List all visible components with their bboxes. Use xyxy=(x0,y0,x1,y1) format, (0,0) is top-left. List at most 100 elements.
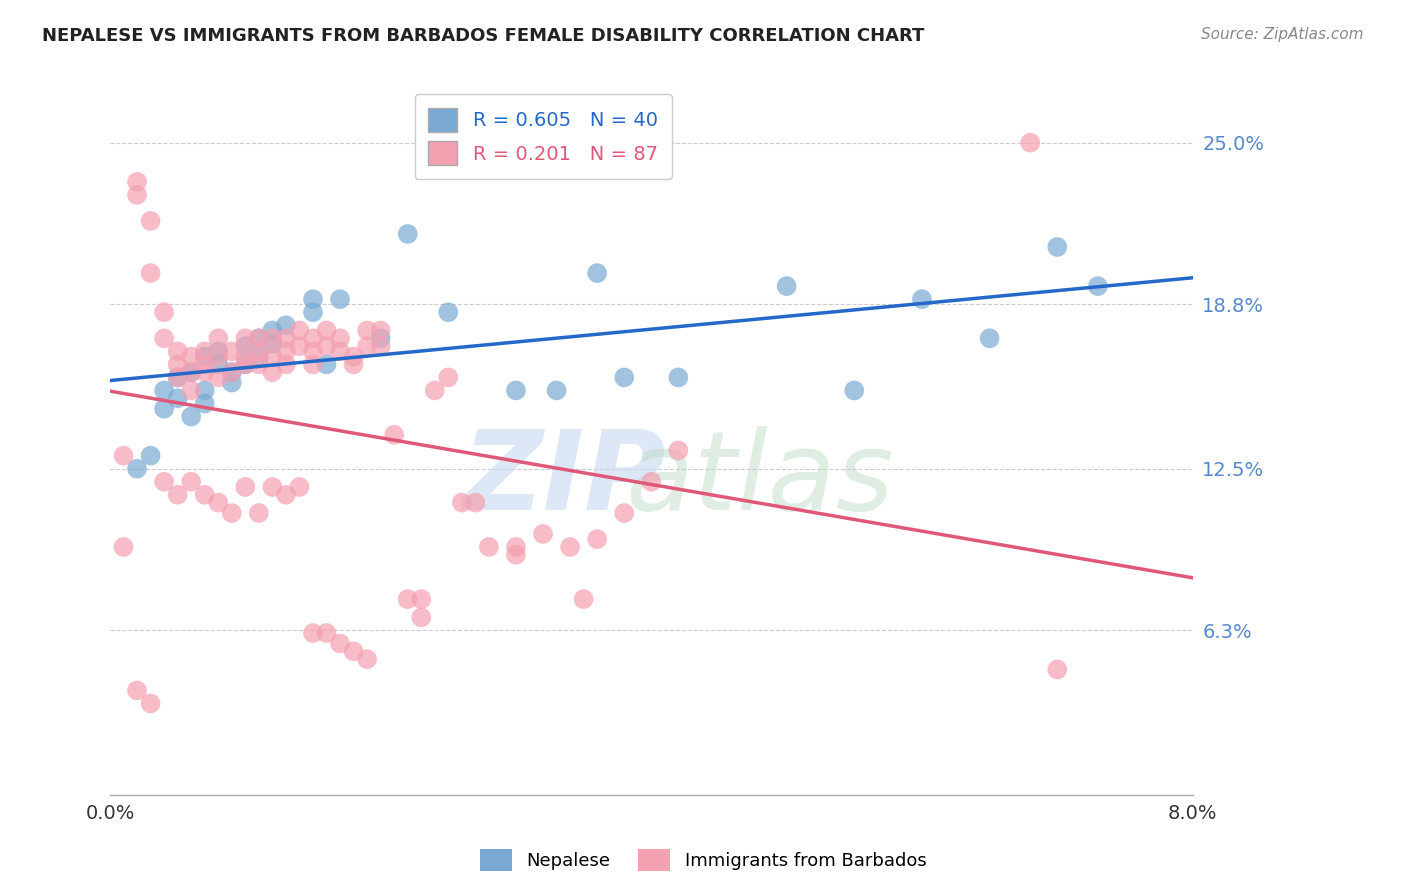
Text: NEPALESE VS IMMIGRANTS FROM BARBADOS FEMALE DISABILITY CORRELATION CHART: NEPALESE VS IMMIGRANTS FROM BARBADOS FEM… xyxy=(42,27,925,45)
Point xyxy=(370,339,392,353)
Point xyxy=(411,610,433,624)
Point xyxy=(139,449,162,463)
Point xyxy=(396,592,419,607)
Point xyxy=(166,344,188,359)
Point xyxy=(262,480,284,494)
Legend: Nepalese, Immigrants from Barbados: Nepalese, Immigrants from Barbados xyxy=(472,842,934,879)
Point xyxy=(153,384,176,398)
Point xyxy=(274,344,297,359)
Point xyxy=(139,266,162,280)
Point xyxy=(221,344,243,359)
Point xyxy=(180,384,202,398)
Point xyxy=(262,365,284,379)
Point xyxy=(112,540,135,554)
Point xyxy=(207,495,229,509)
Point xyxy=(233,357,256,371)
Point xyxy=(411,592,433,607)
Point xyxy=(329,636,352,650)
Point xyxy=(233,339,256,353)
Point xyxy=(180,365,202,379)
Point xyxy=(194,396,217,410)
Point xyxy=(207,357,229,371)
Point xyxy=(207,331,229,345)
Point xyxy=(1046,663,1069,677)
Point xyxy=(315,626,337,640)
Point xyxy=(194,350,217,364)
Point xyxy=(342,350,364,364)
Point xyxy=(613,370,636,384)
Point xyxy=(302,292,325,306)
Point xyxy=(558,540,581,554)
Point xyxy=(315,339,337,353)
Point xyxy=(302,357,325,371)
Point xyxy=(274,318,297,333)
Point xyxy=(329,344,352,359)
Point xyxy=(153,401,176,416)
Point xyxy=(180,475,202,489)
Point xyxy=(180,365,202,379)
Point xyxy=(586,266,609,280)
Point xyxy=(329,331,352,345)
Point xyxy=(572,592,595,607)
Point xyxy=(221,365,243,379)
Point xyxy=(194,344,217,359)
Point xyxy=(979,331,1001,345)
Point xyxy=(194,357,217,371)
Point xyxy=(329,292,352,306)
Point xyxy=(382,427,405,442)
Point xyxy=(194,365,217,379)
Point xyxy=(221,365,243,379)
Point xyxy=(247,357,270,371)
Point xyxy=(247,506,270,520)
Point xyxy=(194,488,217,502)
Point xyxy=(342,357,364,371)
Point xyxy=(139,214,162,228)
Point xyxy=(1046,240,1069,254)
Point xyxy=(315,323,337,337)
Point xyxy=(288,480,311,494)
Text: Source: ZipAtlas.com: Source: ZipAtlas.com xyxy=(1201,27,1364,42)
Point xyxy=(166,391,188,405)
Legend: R = 0.605   N = 40, R = 0.201   N = 87: R = 0.605 N = 40, R = 0.201 N = 87 xyxy=(415,95,672,178)
Point xyxy=(450,495,472,509)
Point xyxy=(153,331,176,345)
Point xyxy=(262,336,284,351)
Point xyxy=(262,331,284,345)
Point xyxy=(180,409,202,424)
Point xyxy=(844,384,866,398)
Point xyxy=(666,370,689,384)
Point xyxy=(166,357,188,371)
Point xyxy=(370,331,392,345)
Point xyxy=(437,305,460,319)
Point xyxy=(1019,136,1042,150)
Point xyxy=(125,175,148,189)
Point xyxy=(505,384,527,398)
Point xyxy=(139,697,162,711)
Point xyxy=(180,350,202,364)
Point xyxy=(125,683,148,698)
Point xyxy=(112,449,135,463)
Point xyxy=(666,443,689,458)
Point xyxy=(505,548,527,562)
Point xyxy=(302,331,325,345)
Point xyxy=(370,323,392,337)
Point xyxy=(356,323,378,337)
Point xyxy=(274,331,297,345)
Point xyxy=(478,540,501,554)
Point xyxy=(125,187,148,202)
Point xyxy=(153,305,176,319)
Point xyxy=(640,475,662,489)
Point xyxy=(423,384,446,398)
Point xyxy=(464,495,486,509)
Point xyxy=(207,370,229,384)
Point xyxy=(221,506,243,520)
Point xyxy=(396,227,419,241)
Point xyxy=(1087,279,1109,293)
Point xyxy=(274,488,297,502)
Point xyxy=(288,339,311,353)
Point xyxy=(233,331,256,345)
Point xyxy=(247,344,270,359)
Point xyxy=(302,305,325,319)
Point xyxy=(262,350,284,364)
Point xyxy=(288,323,311,337)
